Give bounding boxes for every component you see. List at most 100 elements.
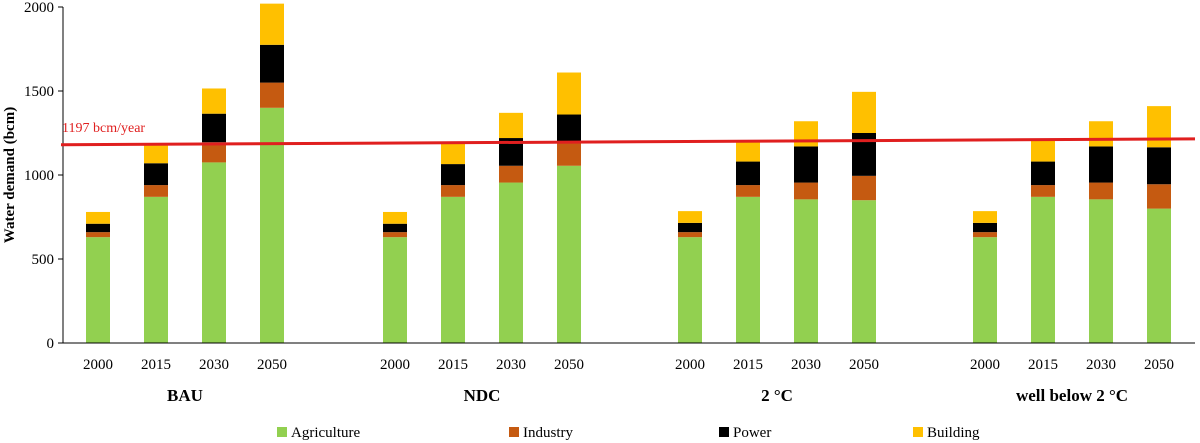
x-tick-label: 2050 [1144,357,1174,373]
bar-segment-industry [144,185,168,197]
x-tick-label: 2030 [1086,357,1116,373]
bar-segment-building [557,72,581,115]
bar-segment-industry [557,142,581,166]
legend-swatch [913,427,923,437]
x-tick-label: 2050 [554,357,584,373]
bar-segment-industry [678,232,702,238]
bar-stack [86,211,110,343]
bar-stack [260,3,284,343]
reference-line [60,137,1196,147]
bar-segment-power [202,113,226,143]
bar-segment-agriculture [852,200,876,343]
bar-segment-building [499,112,523,139]
group-label: 2 °C [761,386,793,405]
bar-segment-power [260,44,284,83]
bar-segment-agriculture [1031,196,1055,343]
bar-segment-industry [260,82,284,108]
y-tick-label: 1500 [24,84,54,100]
bar-segment-agriculture [1089,199,1113,343]
legend-label: Agriculture [291,425,360,441]
bar-segment-industry [383,232,407,238]
legend-label: Industry [523,425,573,441]
bar-segment-building [973,211,997,223]
bar-segment-industry [1031,185,1055,197]
bar-stack [1031,140,1055,343]
bar-segment-power [86,223,110,233]
bar-segment-agriculture [144,196,168,343]
bar-stack [202,88,226,343]
bar-segment-building [441,143,465,165]
bar-segment-building [852,91,876,133]
bar-stack [383,211,407,343]
bar-segment-agriculture [973,237,997,343]
x-tick-label: 2030 [496,357,526,373]
bar-segment-agriculture [383,237,407,343]
bar-segment-building [736,140,760,162]
bar-segment-power [441,164,465,186]
bar-segment-industry [202,142,226,163]
y-tick-label: 1000 [24,168,54,184]
bar-segment-agriculture [794,199,818,343]
bar-segment-power [736,161,760,186]
x-tick-label: 2015 [1028,357,1058,373]
bar-segment-building [794,121,818,147]
bar-segment-building [144,144,168,164]
group-label: NDC [464,386,501,405]
bar-stack [1147,106,1171,343]
legend-swatch [509,427,519,437]
bar-segment-agriculture [202,162,226,343]
reference-line-label: 1197 bcm/year [62,121,145,136]
bar-stack [1089,121,1113,343]
bar-segment-industry [794,182,818,200]
bar-segment-building [383,211,407,224]
x-tick-label: 2030 [199,357,229,373]
bar-stack [973,211,997,343]
legend-label: Power [733,425,771,441]
bar-segment-agriculture [86,237,110,343]
legend-item-agriculture: Agriculture [277,425,360,441]
bar-segment-industry [441,185,465,197]
x-tick-label: 2000 [970,357,1000,373]
y-tick-label: 2000 [24,0,54,16]
bar-segment-power [678,222,702,233]
bar-segment-agriculture [678,237,702,343]
bar-segment-power [973,222,997,233]
bar-segment-building [202,88,226,114]
x-tick-label: 2000 [380,357,410,373]
bar-segment-power [794,146,818,183]
bar-segment-power [383,223,407,233]
bar-segment-agriculture [499,182,523,343]
legend-label: Building [927,425,980,441]
y-tick-label: 500 [32,252,55,268]
group-label: BAU [167,386,203,405]
bar-segment-industry [736,185,760,197]
bar-segment-building [1031,140,1055,162]
bar-segment-industry [499,165,523,183]
x-tick-label: 2030 [791,357,821,373]
y-axis-label: Water demand (bcm) [2,107,18,243]
bar-segment-agriculture [1147,208,1171,343]
bar-segment-power [557,114,581,143]
bar-segment-building [678,211,702,223]
bar-segment-agriculture [557,165,581,343]
bar-segment-industry [86,232,110,238]
bar-stack [144,144,168,343]
y-axis: 0 500 1000 1500 2000 Water demand (bcm) [2,0,64,352]
bar-stack [736,140,760,343]
legend-swatch [277,427,287,437]
group-label: well below 2 °C [1016,386,1128,405]
bar-stack [441,143,465,343]
bar-segment-building [1089,121,1113,147]
bar-stack [557,72,581,343]
bar-segment-industry [1089,182,1113,200]
x-tick-label: 2000 [675,357,705,373]
legend-item-industry: Industry [509,425,573,441]
x-axis: 2000 2015 2030 2050 BAU 2000 2015 2030 2050 NDC 20… [63,342,1195,405]
bar-segment-agriculture [260,107,284,343]
bar-stack [499,112,523,343]
x-tick-label: 2000 [83,357,113,373]
x-tick-label: 2015 [733,357,763,373]
legend-item-building: Building [913,425,980,441]
bar-segment-building [86,211,110,224]
